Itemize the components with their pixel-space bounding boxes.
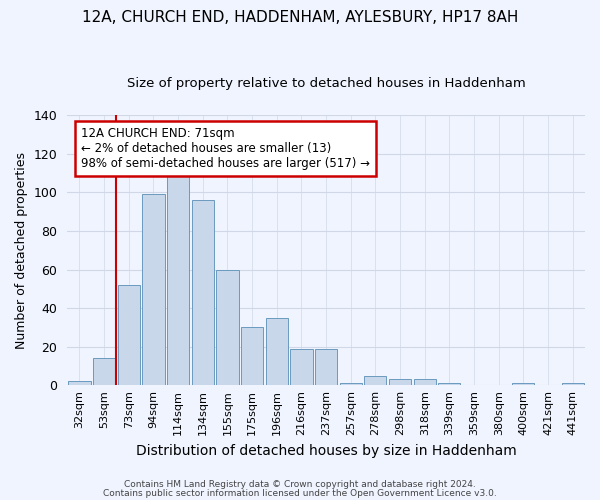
X-axis label: Distribution of detached houses by size in Haddenham: Distribution of detached houses by size … xyxy=(136,444,517,458)
Bar xyxy=(340,384,362,385)
Bar xyxy=(217,270,239,385)
Bar xyxy=(290,348,313,385)
Text: 12A, CHURCH END, HADDENHAM, AYLESBURY, HP17 8AH: 12A, CHURCH END, HADDENHAM, AYLESBURY, H… xyxy=(82,10,518,25)
Bar xyxy=(512,384,535,385)
Bar xyxy=(364,376,386,385)
Text: Contains HM Land Registry data © Crown copyright and database right 2024.: Contains HM Land Registry data © Crown c… xyxy=(124,480,476,489)
Bar xyxy=(93,358,115,385)
Text: 12A CHURCH END: 71sqm
← 2% of detached houses are smaller (13)
98% of semi-detac: 12A CHURCH END: 71sqm ← 2% of detached h… xyxy=(81,127,370,170)
Bar xyxy=(68,382,91,385)
Bar xyxy=(167,160,189,385)
Bar xyxy=(118,285,140,385)
Bar xyxy=(266,318,288,385)
Title: Size of property relative to detached houses in Haddenham: Size of property relative to detached ho… xyxy=(127,78,526,90)
Bar xyxy=(389,380,411,385)
Bar xyxy=(438,384,460,385)
Bar xyxy=(191,200,214,385)
Bar xyxy=(142,194,164,385)
Bar xyxy=(315,348,337,385)
Bar xyxy=(241,328,263,385)
Bar xyxy=(562,384,584,385)
Y-axis label: Number of detached properties: Number of detached properties xyxy=(15,152,28,348)
Text: Contains public sector information licensed under the Open Government Licence v3: Contains public sector information licen… xyxy=(103,488,497,498)
Bar xyxy=(413,380,436,385)
